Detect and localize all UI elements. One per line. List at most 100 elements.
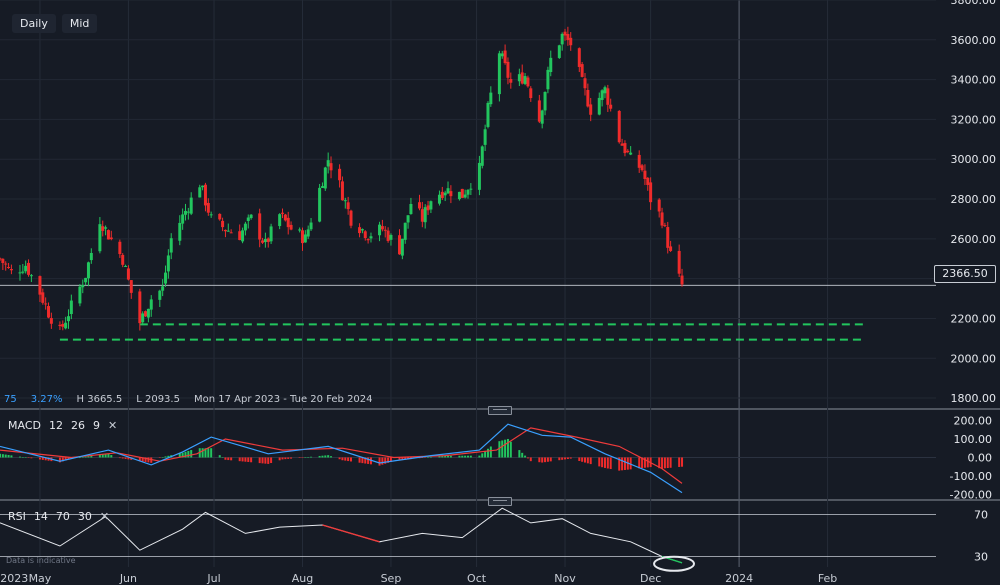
macd-histogram-bar (230, 457, 233, 461)
macd-histogram-bar (638, 457, 641, 469)
macd-histogram-bar (278, 457, 281, 461)
candle (223, 229, 227, 232)
pane-splitter-price-macd[interactable] (488, 406, 512, 415)
candle (529, 88, 533, 99)
macd-histogram-bar (361, 457, 364, 464)
candle (263, 238, 267, 243)
macd-histogram-bar (84, 456, 87, 458)
candle (600, 90, 604, 100)
date-range: Mon 17 Apr 2023 - Tue 20 Feb 2024 (193, 394, 373, 405)
time-tick-label: 2024 (725, 572, 753, 585)
macd-histogram-bar (364, 457, 367, 464)
candle (640, 165, 644, 171)
price-tick-label: 3400.00 (951, 74, 997, 87)
candle (109, 237, 113, 240)
candle (278, 214, 282, 227)
candle (161, 286, 165, 291)
rsi-close-icon[interactable]: ✕ (99, 510, 110, 523)
macd-histogram-bar (224, 457, 227, 460)
macd-histogram-bar (90, 456, 93, 458)
macd-histogram-bar (643, 457, 646, 468)
macd-histogram-bar (201, 448, 204, 458)
candle (206, 202, 210, 213)
time-tick-label: Aug (292, 572, 313, 585)
candle (164, 272, 168, 284)
macd-histogram-bar (1, 454, 4, 458)
macd-histogram-bar (581, 457, 584, 462)
macd-close-icon[interactable]: ✕ (107, 419, 118, 432)
candle (198, 187, 202, 198)
candle (318, 187, 322, 222)
macd-histogram-bar (64, 457, 67, 461)
macd-histogram-bar (247, 457, 250, 462)
macd-histogram-bar (427, 457, 430, 458)
candle (537, 100, 541, 122)
macd-histogram-bar (227, 457, 230, 461)
data-disclaimer: Data is indicative (6, 556, 76, 565)
macd-histogram-bar (141, 457, 144, 462)
candle (489, 92, 493, 105)
macd-tick-label: -100.00 (950, 470, 992, 483)
macd-histogram-bar (646, 457, 649, 468)
candle (366, 239, 370, 241)
macd-histogram-bar (378, 457, 381, 466)
candle (646, 177, 650, 185)
price-tick-label: 3800.00 (951, 0, 997, 7)
candle (189, 197, 193, 214)
macd-histogram-bar (578, 457, 581, 462)
macd-param-fast: 12 (48, 419, 63, 432)
macd-histogram-bar (238, 457, 241, 462)
candle (409, 204, 413, 215)
candle (118, 241, 122, 255)
pane-splitter-macd-rsi[interactable] (488, 497, 512, 506)
candle (329, 163, 333, 171)
macd-histogram-bar (250, 457, 253, 463)
macd-histogram-bar (324, 455, 327, 458)
candle (346, 202, 350, 210)
macd-tick-label: 0.00 (968, 451, 993, 464)
candle (403, 222, 407, 240)
candle (41, 292, 45, 303)
candle (29, 275, 33, 277)
candle (238, 231, 242, 241)
candle (417, 202, 421, 209)
macd-histogram-bar (609, 457, 612, 470)
macd-histogram-bar (210, 448, 213, 458)
candle (89, 252, 93, 261)
macd-histogram-bar (107, 453, 110, 458)
candle (1, 258, 5, 264)
macd-histogram-bar (190, 450, 193, 458)
macd-histogram-bar (606, 457, 609, 469)
candle (363, 231, 367, 239)
price-type-selector[interactable]: Mid (61, 14, 98, 33)
macd-histogram-bar (509, 441, 512, 458)
candle (27, 262, 31, 275)
macd-histogram-bar (58, 457, 61, 463)
macd-histogram-bar (506, 438, 509, 458)
macd-histogram-bar (438, 456, 441, 458)
candle (226, 230, 230, 232)
candle (389, 234, 393, 240)
macd-histogram-bar (618, 457, 621, 471)
macd-histogram-bar (381, 457, 384, 465)
macd-histogram-bar (38, 457, 41, 460)
price-tick-label: 3200.00 (951, 113, 997, 126)
candle (369, 236, 373, 239)
macd-histogram-bar (18, 456, 21, 458)
macd-histogram-bar (344, 457, 347, 461)
macd-signal-line (0, 427, 683, 484)
rsi-label: RSI (8, 510, 26, 523)
macd-histogram-bar (486, 448, 489, 458)
candle (283, 214, 287, 221)
macd-histogram-bar (184, 451, 187, 458)
macd-histogram-bar (127, 457, 130, 460)
rsi-param-period: 14 (33, 510, 48, 523)
candle (520, 72, 524, 84)
candle (583, 78, 587, 89)
candle (101, 226, 105, 231)
macd-histogram-bar (367, 457, 370, 464)
interval-selector[interactable]: Daily (12, 14, 56, 33)
macd-param-slow: 26 (70, 419, 85, 432)
macd-histogram-bar (27, 457, 30, 458)
